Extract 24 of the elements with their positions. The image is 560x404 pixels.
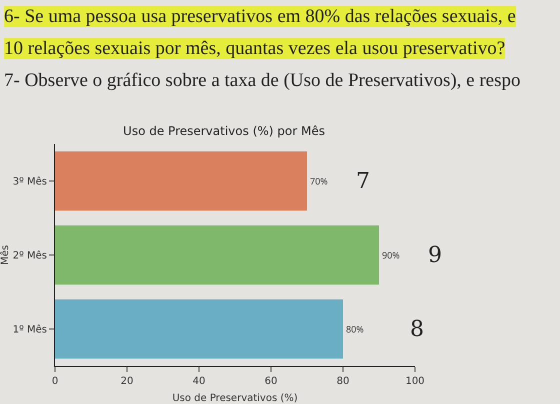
chart-title: Uso de Preservativos (%) por Mês — [123, 124, 325, 138]
text: 10 relações sexuais por mês, quantas vezes ela usou preservativo? — [4, 38, 506, 59]
data-label: 80% — [346, 322, 364, 336]
x-tick-label: 0 — [52, 376, 58, 387]
text: 6- Se uma pessoa usa preservativos em 80% das relações sexuais, e — [4, 6, 516, 27]
bar — [55, 225, 379, 285]
y-tick-label: 2º Mês — [12, 250, 47, 262]
y-tick-label: 1º Mês — [12, 324, 47, 336]
annotation: 8 — [410, 317, 424, 342]
y-tick-label: 3º Mês — [12, 176, 47, 188]
annotation: 7 — [356, 169, 370, 194]
x-tick-label: 60 — [264, 376, 278, 387]
text: 9 — [428, 243, 442, 268]
bar — [55, 299, 343, 359]
data-label: 70% — [310, 174, 328, 188]
y-axis-title: Mês — [0, 245, 11, 265]
text: 7- Observe o gráfico sobre a taxa de (Uso de Preservativos), e respo — [4, 70, 521, 91]
x-tick-label: 20 — [120, 376, 134, 387]
x-axis-title: Uso de Preservativos (%) — [172, 393, 298, 404]
data-label: 90% — [382, 248, 400, 262]
bar — [55, 151, 307, 211]
x-tick-label: 40 — [192, 376, 206, 387]
x-tick-label: 80 — [336, 376, 350, 387]
x-tick-label: 100 — [405, 376, 425, 387]
